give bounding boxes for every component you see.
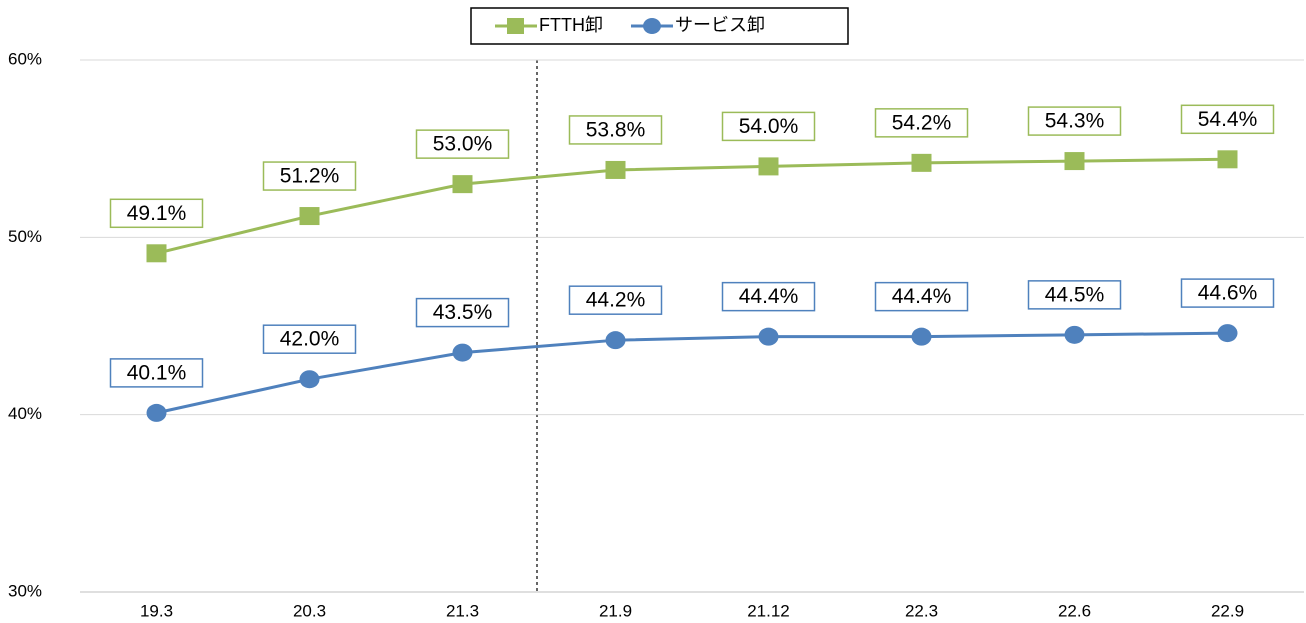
legend-marker xyxy=(507,18,524,34)
marker xyxy=(299,207,320,226)
y-tick-label: 60% xyxy=(8,49,42,68)
data-label-box xyxy=(109,358,204,388)
data-label: 49.1% xyxy=(127,202,187,225)
legend-label: サービス卸 xyxy=(675,15,765,35)
data-label: 54.4% xyxy=(1198,108,1258,131)
data-label-box xyxy=(262,161,357,191)
marker xyxy=(758,327,779,346)
data-label-box xyxy=(568,285,663,315)
data-label: 54.2% xyxy=(892,111,952,134)
marker xyxy=(758,157,779,176)
marker xyxy=(1217,150,1238,169)
x-tick-label: 21.9 xyxy=(599,601,632,620)
legend-label: FTTH卸 xyxy=(539,15,603,35)
data-label-box xyxy=(415,129,510,159)
marker xyxy=(1217,324,1238,343)
data-label-box xyxy=(721,281,816,312)
data-label: 44.5% xyxy=(1045,283,1105,306)
x-tick-label: 21.12 xyxy=(747,601,790,620)
data-label-box xyxy=(1027,280,1122,310)
data-label: 54.0% xyxy=(739,115,799,138)
data-label: 44.2% xyxy=(586,289,646,312)
marker xyxy=(146,403,167,422)
data-label-box xyxy=(721,111,816,142)
data-label-box xyxy=(1180,278,1275,308)
data-label: 44.6% xyxy=(1198,282,1258,305)
data-label: 42.0% xyxy=(280,328,340,351)
data-label: 44.4% xyxy=(892,285,952,308)
marker xyxy=(605,160,626,179)
series-line xyxy=(156,157,1228,255)
data-label-box xyxy=(415,297,510,328)
x-tick-label: 19.3 xyxy=(140,601,173,620)
data-label: 44.4% xyxy=(739,285,799,308)
marker xyxy=(911,327,932,346)
y-tick-label: 30% xyxy=(8,581,42,600)
data-label-box xyxy=(568,115,663,145)
x-tick-label: 22.3 xyxy=(905,601,938,620)
marker xyxy=(299,370,320,389)
legend-marker xyxy=(642,18,661,34)
data-label: 51.2% xyxy=(280,165,340,188)
data-label: 53.8% xyxy=(586,118,646,141)
data-label-box xyxy=(1027,106,1122,136)
data-label-box xyxy=(1180,104,1275,135)
marker xyxy=(1064,325,1085,344)
marker xyxy=(1064,152,1085,171)
data-label: 43.5% xyxy=(433,301,493,324)
data-label: 53.0% xyxy=(433,133,493,156)
data-label-box xyxy=(262,324,357,354)
data-label-box xyxy=(874,281,969,312)
marker xyxy=(911,153,932,172)
marker xyxy=(452,175,473,194)
series-line xyxy=(156,331,1228,415)
data-label: 54.3% xyxy=(1045,110,1105,133)
marker xyxy=(452,343,473,362)
data-label: 40.1% xyxy=(127,361,187,384)
data-label-box xyxy=(874,108,969,138)
y-tick-label: 50% xyxy=(8,227,42,246)
y-tick-label: 40% xyxy=(8,404,42,423)
x-tick-label: 20.3 xyxy=(293,601,326,620)
data-label-box xyxy=(109,198,204,229)
x-tick-label: 21.3 xyxy=(446,601,479,620)
marker xyxy=(146,244,167,263)
x-tick-label: 22.9 xyxy=(1211,601,1244,620)
x-tick-label: 22.6 xyxy=(1058,601,1091,620)
marker xyxy=(605,331,626,350)
